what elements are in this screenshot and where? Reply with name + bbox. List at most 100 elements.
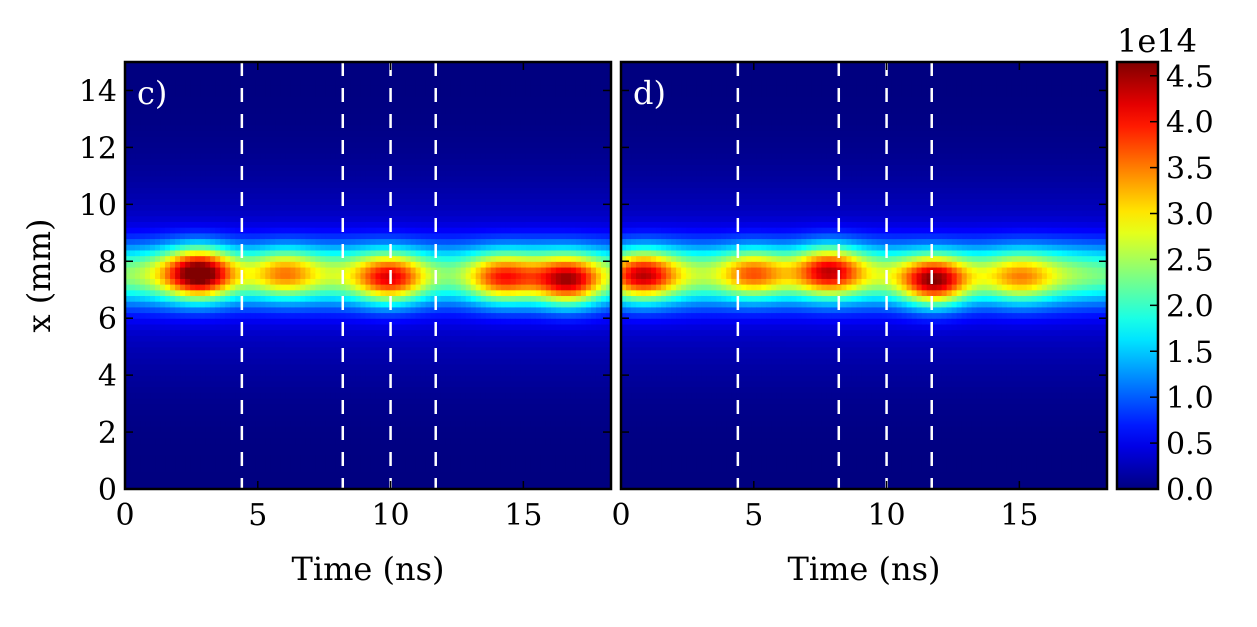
heatmap-cell [280, 164, 286, 171]
heatmap-cell [180, 289, 186, 297]
heatmap-cell [160, 266, 166, 274]
heatmap-cell [130, 118, 136, 126]
heatmap-cell [350, 244, 357, 251]
heatmap-cell [230, 221, 236, 228]
heatmap-cell [170, 261, 176, 268]
heatmap-cell [380, 147, 387, 154]
heatmap-cell [270, 181, 276, 188]
heatmap-cell [190, 198, 196, 205]
heatmap-cell [250, 289, 256, 297]
heatmap-cell [290, 153, 296, 160]
heatmap-cell [215, 312, 221, 319]
heatmap-cell [395, 284, 402, 291]
heatmap-cell [360, 346, 367, 353]
heatmap-cell [215, 443, 221, 450]
heatmap-cell [165, 175, 171, 183]
heatmap-cell [365, 284, 372, 291]
heatmap-cell [125, 221, 131, 228]
heatmap-cell [335, 73, 342, 80]
heatmap-cell [130, 335, 136, 342]
heatmap-cell [215, 335, 221, 342]
heatmap-cell [370, 278, 377, 285]
heatmap-cell [220, 443, 226, 450]
heatmap-cell [185, 221, 191, 228]
heatmap-cell [140, 255, 146, 262]
heatmap-cell [160, 306, 166, 314]
heatmap-cell [435, 460, 442, 467]
heatmap-cell [225, 249, 231, 257]
heatmap-cell [235, 192, 241, 200]
heatmap-cell [320, 437, 327, 445]
heatmap-cell [190, 284, 196, 291]
heatmap-cell [380, 443, 387, 450]
heatmap-cell [140, 346, 146, 353]
heatmap-cell [175, 363, 181, 371]
heatmap-cell [415, 278, 422, 285]
heatmap-cell [230, 414, 236, 422]
heatmap-cell [440, 79, 447, 86]
heatmap-cell [155, 363, 161, 371]
heatmap-cell [350, 386, 357, 393]
heatmap-cell [185, 483, 191, 490]
heatmap-cell [350, 84, 357, 92]
heatmap-cell [315, 232, 321, 240]
heatmap-cell [210, 460, 216, 467]
heatmap-cell [285, 352, 291, 359]
heatmap-cell [325, 295, 332, 302]
heatmap-cell [310, 227, 316, 234]
heatmap-cell [170, 73, 176, 80]
heatmap-cell [250, 187, 256, 194]
heatmap-cell [270, 437, 276, 445]
heatmap-cell [210, 392, 216, 399]
heatmap-cell [260, 147, 266, 154]
heatmap-cell [185, 96, 191, 103]
heatmap-cell [325, 124, 332, 131]
heatmap-cell [165, 101, 171, 109]
heatmap-cell [150, 414, 156, 422]
heatmap-cell [290, 301, 296, 308]
heatmap-cell [355, 204, 362, 211]
heatmap-cell [370, 221, 377, 228]
heatmap-cell [430, 426, 437, 433]
heatmap-cell [250, 397, 256, 405]
heatmap-cell [370, 181, 377, 188]
heatmap-cell [340, 232, 347, 240]
heatmap-cell [440, 227, 447, 234]
heatmap-cell [155, 118, 161, 126]
heatmap-cell [220, 460, 226, 467]
heatmap-cell [305, 130, 311, 137]
heatmap-cell [395, 79, 402, 86]
heatmap-cell [325, 249, 332, 257]
heatmap-cell [170, 380, 176, 388]
heatmap-cell [270, 124, 276, 131]
heatmap-cell [400, 278, 407, 285]
heatmap-cell [275, 62, 281, 69]
heatmap-cell [250, 101, 256, 109]
heatmap-cell [410, 443, 417, 450]
heatmap-cell [250, 318, 256, 325]
heatmap-cell [430, 352, 437, 359]
heatmap-cell [300, 266, 306, 274]
heatmap-cell [150, 90, 156, 97]
heatmap-cell [435, 244, 442, 251]
heatmap-cell [230, 261, 236, 268]
heatmap-cell [185, 466, 191, 473]
heatmap-cell [370, 380, 377, 388]
heatmap-cell [370, 101, 377, 109]
heatmap-cell [145, 249, 151, 257]
heatmap-cell [180, 261, 186, 268]
heatmap-cell [235, 466, 241, 473]
heatmap-cell [310, 192, 316, 200]
heatmap-cell [440, 306, 447, 314]
heatmap-cell [125, 454, 131, 462]
heatmap-cell [350, 73, 357, 80]
heatmap-cell [350, 392, 357, 399]
heatmap-cell [255, 301, 261, 308]
heatmap-cell [190, 477, 196, 484]
heatmap-cell [135, 432, 141, 439]
heatmap-cell [125, 449, 131, 456]
heatmap-cell [215, 409, 221, 416]
heatmap-cell [225, 318, 231, 325]
heatmap-cell [315, 449, 321, 456]
heatmap-cell [165, 460, 171, 467]
